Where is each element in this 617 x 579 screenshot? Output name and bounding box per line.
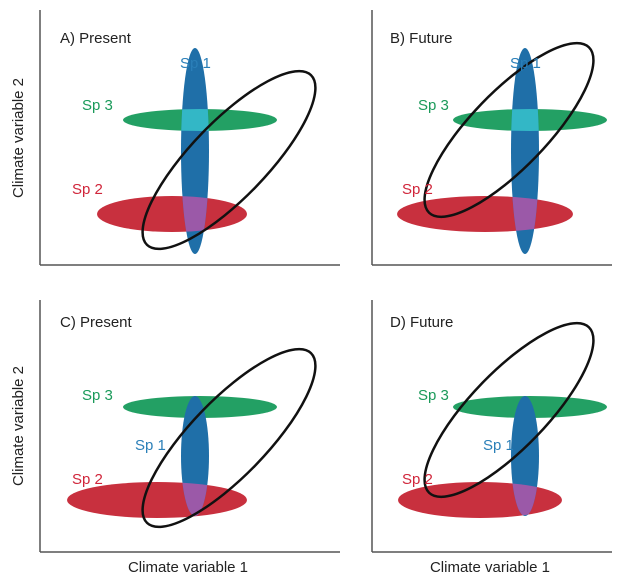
panel-b-sp3-label: Sp 3 <box>418 97 449 114</box>
panel-d-sp3-label: Sp 3 <box>418 387 449 404</box>
panel-c-sp2-label: Sp 2 <box>72 471 103 488</box>
panel-d: D) Future Sp 3 Sp 1 Sp 2 <box>371 300 612 553</box>
panel-b: B) Future Sp 1 Sp 3 Sp 2 <box>371 10 612 266</box>
panel-c-climate-envelope <box>141 347 317 529</box>
panel-d-sp1-label: Sp 1 <box>483 437 514 454</box>
panel-a-sp3-label: Sp 3 <box>82 97 113 114</box>
panel-c-sp3-label: Sp 3 <box>82 387 113 404</box>
panel-b-overlap-sp1-sp3 <box>511 109 539 131</box>
panel-a-climate-envelope <box>141 69 317 251</box>
panel-c: C) Present Sp 3 Sp 1 Sp 2 <box>39 300 340 553</box>
panel-b-sp1-label: Sp 1 <box>510 55 541 72</box>
panel-d-title: D) Future <box>390 314 453 331</box>
panel-d-climate-envelope <box>423 321 595 499</box>
panel-a: A) Present Sp 1 Sp 3 Sp 2 <box>39 10 340 266</box>
panel-b-sp2-label: Sp 2 <box>402 181 433 198</box>
x-axis-label-right: Climate variable 1 <box>430 559 550 576</box>
y-axis-label-top: Climate variable 2 <box>10 78 27 198</box>
panel-a-sp1-label: Sp 1 <box>180 55 211 72</box>
panel-b-climate-envelope <box>423 41 595 219</box>
panel-a-title: A) Present <box>60 30 132 47</box>
y-axis-label-bottom: Climate variable 2 <box>10 366 27 486</box>
panel-d-sp2-label: Sp 2 <box>402 471 433 488</box>
panel-a-sp2-label: Sp 2 <box>72 181 103 198</box>
panel-a-sp2-niche <box>97 196 247 232</box>
panel-b-title: B) Future <box>390 30 453 47</box>
panel-d-overlap-sp1-sp2 <box>511 482 539 516</box>
panel-a-overlap-sp1-sp3 <box>181 109 209 131</box>
panel-c-title: C) Present <box>60 314 133 331</box>
panel-b-overlap-sp1-sp2 <box>511 196 539 232</box>
x-axis-label-left: Climate variable 1 <box>128 559 248 576</box>
panel-c-sp1-label: Sp 1 <box>135 437 166 454</box>
